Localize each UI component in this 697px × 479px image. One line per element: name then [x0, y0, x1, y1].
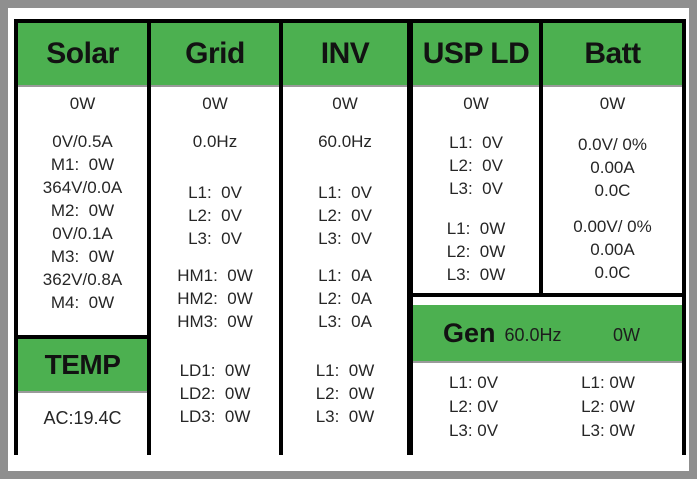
grid-ld3: LD3: 0W [179, 407, 251, 426]
status-board: Solar 0W 0V/0.5A M1: 0W 364V/0.0A M2: 0W… [14, 19, 686, 455]
solar-m2-va: 364V/0.0A [42, 178, 123, 197]
solar-m3-va: 0V/0.1A [52, 224, 113, 243]
gen-l2-voltage: L2: 0V [448, 397, 499, 416]
solar-m2-w: M2: 0W [50, 201, 115, 220]
generator-row-l2: L2: 0V L2: 0W [413, 395, 682, 419]
solar-power: 0W [69, 94, 96, 113]
uspld-l3-voltage: L3: 0V [449, 179, 503, 198]
generator-title: Gen [443, 317, 496, 348]
gen-l2-power: L2: 0W [581, 397, 635, 416]
uspld-voltage-list: L1: 0V L2: 0V L3: 0V [413, 131, 539, 200]
grid-hm3: HM3: 0W [177, 312, 253, 331]
solar-column: Solar 0W 0V/0.5A M1: 0W 364V/0.0A M2: 0W… [18, 23, 151, 455]
grid-freq: 0.0Hz [192, 132, 238, 151]
inv-l3-power: L3: 0W [315, 407, 375, 426]
inverter-power-list: L1: 0W L2: 0W L3: 0W [283, 359, 407, 428]
solar-m3-w: M3: 0W [50, 247, 115, 266]
temp-ac-value: AC:19.4C [43, 408, 122, 428]
battery-power: 0W [599, 94, 626, 113]
solar-mppt-list: 0V/0.5A M1: 0W 364V/0.0A M2: 0W 0V/0.1A … [18, 130, 147, 314]
inverter-current-list: L1: 0A L2: 0A L3: 0A [283, 264, 407, 333]
uspld-l3-power: L3: 0W [446, 265, 506, 284]
generator-panel: Gen 60.0Hz 0W L1: 0V L1: 0W L2: 0V L2: 0… [413, 297, 682, 455]
inverter-header: INV [283, 23, 407, 87]
solar-m1-va: 0V/0.5A [52, 132, 113, 151]
gen-l3-power: L3: 0W [581, 421, 635, 440]
uspld-l2-voltage: L2: 0V [449, 156, 503, 175]
battery-header: Batt [543, 23, 682, 87]
grid-hm1: HM1: 0W [177, 266, 253, 285]
batt2-current: 0.00A [590, 240, 635, 259]
uspld-column: USP LD 0W L1: 0V L2: 0V L3: 0V L1: 0W L2… [413, 23, 543, 293]
uspld-power-list: L1: 0W L2: 0W L3: 0W [413, 217, 539, 286]
temp-section: TEMP AC:19.4C [18, 335, 147, 430]
inv-l2-power: L2: 0W [315, 384, 375, 403]
inverter-power: 0W [332, 94, 358, 113]
inverter-column: INV 0W 60.0Hz L1: 0V L2: 0V L3: 0V L1: 0… [283, 23, 413, 455]
uspld-batt-row: USP LD 0W L1: 0V L2: 0V L3: 0V L1: 0W L2… [413, 23, 682, 297]
gen-l1-voltage: L1: 0V [448, 373, 499, 392]
inv-l3-current: L3: 0A [318, 312, 372, 331]
generator-header: Gen 60.0Hz 0W [413, 305, 682, 363]
grid-l1-voltage: L1: 0V [188, 183, 242, 202]
batt1-current: 0.00A [590, 158, 635, 177]
gen-l3-voltage: L3: 0V [448, 421, 499, 440]
uspld-l1-voltage: L1: 0V [449, 133, 503, 152]
generator-readings: L1: 0V L1: 0W L2: 0V L2: 0W L3: 0V L3: 0… [413, 371, 682, 443]
right-group: USP LD 0W L1: 0V L2: 0V L3: 0V L1: 0W L2… [413, 23, 682, 455]
inv-l1-power: L1: 0W [315, 361, 375, 380]
generator-row-l1: L1: 0V L1: 0W [413, 371, 682, 395]
solar-m4-w: M4: 0W [50, 293, 115, 312]
generator-freq: 60.0Hz [504, 324, 562, 345]
grid-hm-list: HM1: 0W HM2: 0W HM3: 0W [151, 264, 279, 333]
grid-column: Grid 0W 0.0Hz L1: 0V L2: 0V L3: 0V HM1: … [151, 23, 283, 455]
uspld-l2-power: L2: 0W [446, 242, 506, 261]
grid-ld1: LD1: 0W [179, 361, 251, 380]
batt1-temp: 0.0C [594, 181, 631, 200]
grid-header: Grid [151, 23, 279, 87]
uspld-power: 0W [463, 94, 489, 113]
solar-m1-w: M1: 0W [50, 155, 115, 174]
grid-ld-list: LD1: 0W LD2: 0W LD3: 0W [151, 359, 279, 428]
inv-l3-voltage: L3: 0V [318, 229, 372, 248]
batt2-voltage-soc: 0.00V/ 0% [573, 217, 652, 236]
inv-l2-voltage: L2: 0V [318, 206, 372, 225]
uspld-header: USP LD [413, 23, 539, 87]
inv-l1-voltage: L1: 0V [318, 183, 372, 202]
inv-l2-current: L2: 0A [318, 289, 372, 308]
inverter-freq: 60.0Hz [318, 132, 372, 151]
grid-l2-voltage: L2: 0V [188, 206, 242, 225]
grid-voltage-list: L1: 0V L2: 0V L3: 0V [151, 181, 279, 250]
solar-m4-va: 362V/0.8A [42, 270, 123, 289]
generator-row-l3: L3: 0V L3: 0W [413, 419, 682, 443]
grid-hm2: HM2: 0W [177, 289, 253, 308]
solar-header: Solar [18, 23, 147, 87]
batt1-voltage-soc: 0.0V/ 0% [578, 135, 647, 154]
uspld-l1-power: L1: 0W [446, 219, 506, 238]
gen-l1-power: L1: 0W [581, 373, 635, 392]
grid-l3-voltage: L3: 0V [188, 229, 242, 248]
generator-power: 0W [613, 324, 640, 345]
temp-header: TEMP [18, 339, 147, 393]
batt2-temp: 0.0C [594, 263, 631, 282]
battery-bank2: 0.00V/ 0% 0.00A 0.0C [543, 215, 682, 284]
battery-bank1: 0.0V/ 0% 0.00A 0.0C [543, 133, 682, 202]
inverter-voltage-list: L1: 0V L2: 0V L3: 0V [283, 181, 407, 250]
battery-column: Batt 0W 0.0V/ 0% 0.00A 0.0C 0.00V/ 0% 0.… [543, 23, 682, 293]
grid-ld2: LD2: 0W [179, 384, 251, 403]
grid-power: 0W [202, 94, 228, 113]
inv-l1-current: L1: 0A [318, 266, 372, 285]
